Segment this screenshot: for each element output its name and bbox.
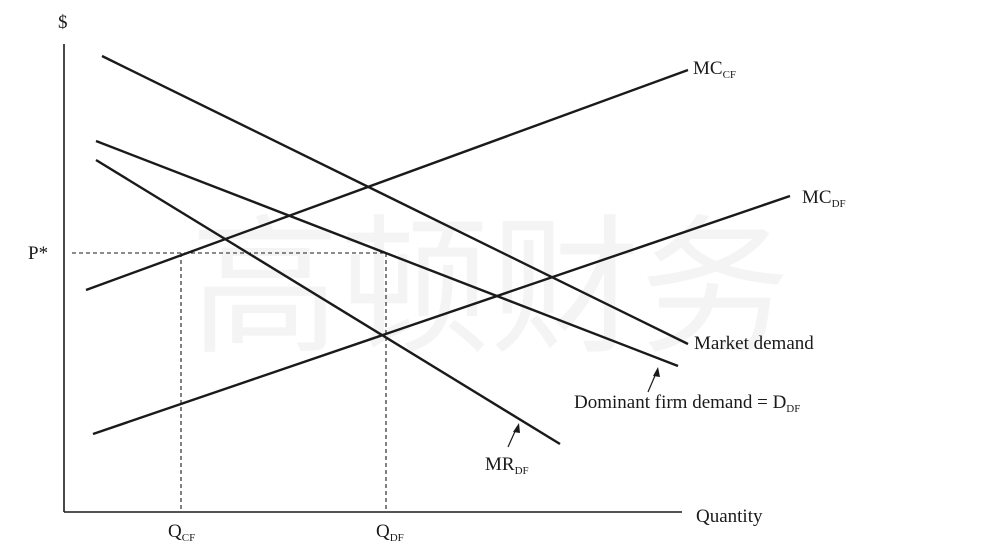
q-df-label: QDF (376, 521, 404, 544)
mc-df-label: MCDF (802, 187, 846, 210)
dominant-firm-demand-curve (95, 139, 679, 368)
market-demand-curve (101, 54, 689, 346)
mr-df-label: MRDF (485, 454, 529, 477)
dominant-firm-demand-label: Dominant firm demand = DDF (574, 392, 800, 415)
mr-df-pointer-arrow (507, 423, 520, 448)
price-label: P* (28, 243, 48, 264)
mc-df-curve (92, 194, 791, 436)
dominant-demand-pointer-arrow (647, 367, 660, 393)
market-demand-label: Market demand (694, 333, 814, 354)
mc-cf-curve (85, 68, 689, 292)
q-cf-label: QCF (168, 521, 195, 544)
x-axis-label: Quantity (696, 506, 763, 527)
mr-df-curve (95, 158, 561, 446)
mc-cf-label: MCCF (693, 58, 736, 81)
y-axis-label: $ (58, 12, 68, 33)
